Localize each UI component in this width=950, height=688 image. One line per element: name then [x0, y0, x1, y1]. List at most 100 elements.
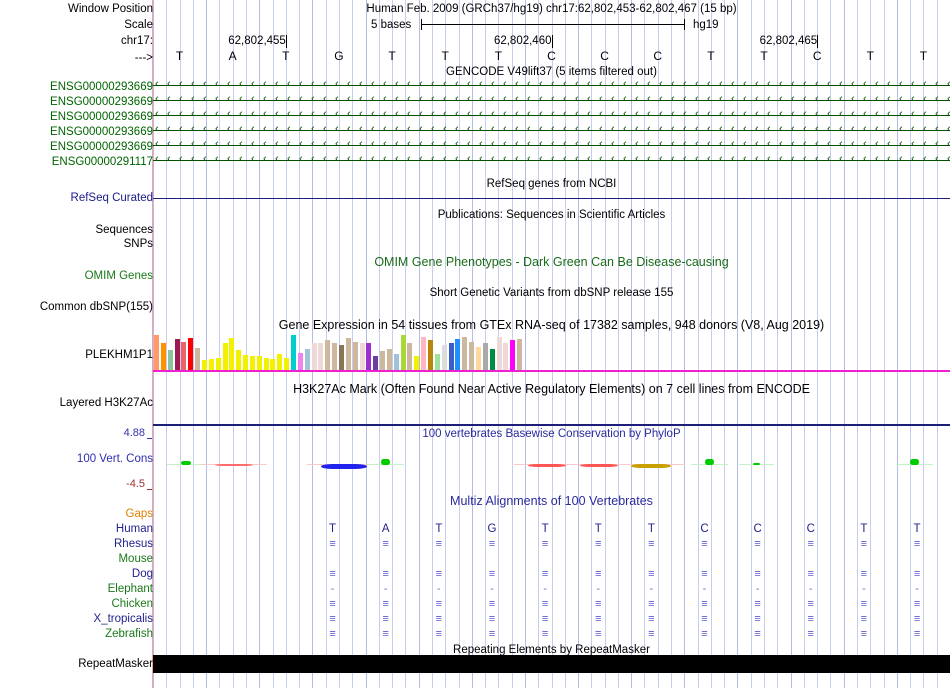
- gencode-gene-label[interactable]: ENSG00000293669: [50, 126, 153, 138]
- gtex-bar[interactable]: [366, 343, 372, 370]
- gtex-bar[interactable]: [407, 343, 413, 370]
- gtex-bar[interactable]: [298, 353, 304, 370]
- multiz-match: ≡: [860, 568, 868, 580]
- gtex-bar[interactable]: [270, 359, 276, 370]
- gtex-bar[interactable]: [250, 356, 256, 370]
- cons-axis-min: -4.5: [126, 478, 145, 490]
- cons-label[interactable]: 100 Vert. Cons: [76, 453, 153, 465]
- gtex-bar[interactable]: [236, 350, 242, 370]
- sequence-base: T: [707, 49, 715, 63]
- sequences-label[interactable]: Sequences: [95, 224, 153, 236]
- gtex-bar[interactable]: [490, 349, 496, 370]
- gtex-bar[interactable]: [360, 343, 366, 370]
- gtex-bar[interactable]: [154, 335, 160, 370]
- multiz-species-label[interactable]: Dog: [131, 568, 153, 580]
- gencode-transcript-row[interactable]: ‹ ‹ ‹ ‹ ‹ ‹ ‹ ‹ ‹ ‹ ‹ ‹ ‹ ‹ ‹ ‹ ‹ ‹ ‹ ‹ ‹ ‹ ‹ ‹ ‹ ‹ ‹ ‹ ‹ ‹ ‹ ‹ ‹ ‹ ‹ ‹ ‹ ‹ ‹ ‹…: [153, 95, 950, 106]
- cons-feature: [528, 464, 566, 467]
- omim-genes-label[interactable]: OMIM Genes: [84, 270, 153, 282]
- gtex-bar[interactable]: [195, 348, 201, 370]
- gtex-bar[interactable]: [346, 338, 352, 370]
- gtex-bar[interactable]: [503, 343, 509, 370]
- gtex-bar[interactable]: [229, 338, 235, 370]
- gtex-bar[interactable]: [332, 343, 338, 370]
- gencode-gene-label[interactable]: ENSG00000293669: [50, 141, 153, 153]
- gtex-bar[interactable]: [497, 337, 503, 370]
- multiz-match: ≡: [701, 613, 708, 625]
- gtex-bar[interactable]: [202, 360, 208, 370]
- multiz-species-label[interactable]: Mouse: [118, 553, 153, 565]
- multiz-base: C: [753, 523, 762, 535]
- gtex-bar[interactable]: [277, 354, 283, 370]
- gtex-bar[interactable]: [168, 350, 174, 370]
- cons-track-title: 100 vertebrates Basewise Conservation by…: [422, 428, 681, 440]
- multiz-base: T: [435, 523, 443, 535]
- multiz-species-label[interactable]: Chicken: [111, 598, 153, 610]
- gtex-bar[interactable]: [284, 358, 290, 370]
- gtex-bar[interactable]: [264, 358, 270, 370]
- multiz-match: ≡: [807, 628, 814, 640]
- layered-h3k27ac-label[interactable]: Layered H3K27Ac: [59, 397, 153, 409]
- multiz-species-label[interactable]: Zebrafish: [105, 628, 153, 640]
- repeatmasker-bar[interactable]: [153, 655, 950, 673]
- repeatmasker-label[interactable]: RepeatMasker: [78, 658, 153, 670]
- gencode-transcript-row[interactable]: ‹ ‹ ‹ ‹ ‹ ‹ ‹ ‹ ‹ ‹ ‹ ‹ ‹ ‹ ‹ ‹ ‹ ‹ ‹ ‹ ‹ ‹ ‹ ‹ ‹ ‹ ‹ ‹ ‹ ‹ ‹ ‹ ‹ ‹ ‹ ‹ ‹ ‹ ‹ ‹…: [153, 140, 950, 151]
- gtex-bar[interactable]: [401, 335, 407, 370]
- ruler-tick-mark-1: [552, 35, 553, 48]
- gtex-bar[interactable]: [209, 359, 215, 370]
- gtex-bar[interactable]: [257, 356, 263, 370]
- gtex-bar[interactable]: [414, 356, 420, 370]
- gencode-gene-label[interactable]: ENSG00000293669: [50, 96, 153, 108]
- gtex-bar[interactable]: [449, 343, 455, 370]
- gtex-bar[interactable]: [462, 337, 468, 370]
- gtex-bar[interactable]: [291, 335, 297, 370]
- gtex-track-title: Gene Expression in 54 tissues from GTEx …: [278, 318, 825, 332]
- gtex-bar[interactable]: [483, 343, 489, 370]
- gencode-transcript-row[interactable]: ‹ ‹ ‹ ‹ ‹ ‹ ‹ ‹ ‹ ‹ ‹ ‹ ‹ ‹ ‹ ‹ ‹ ‹ ‹ ‹ ‹ ‹ ‹ ‹ ‹ ‹ ‹ ‹ ‹ ‹ ‹ ‹ ‹ ‹ ‹ ‹ ‹ ‹ ‹ ‹…: [153, 80, 950, 91]
- gtex-bar[interactable]: [421, 337, 427, 370]
- multiz-species-label[interactable]: Rhesus: [114, 538, 153, 550]
- gencode-transcript-row[interactable]: ‹ ‹ ‹ ‹ ‹ ‹ ‹ ‹ ‹ ‹ ‹ ‹ ‹ ‹ ‹ ‹ ‹ ‹ ‹ ‹ ‹ ‹ ‹ ‹ ‹ ‹ ‹ ‹ ‹ ‹ ‹ ‹ ‹ ‹ ‹ ‹ ‹ ‹ ‹ ‹…: [153, 155, 950, 166]
- gtex-bar[interactable]: [305, 349, 311, 370]
- gtex-bar[interactable]: [188, 338, 194, 370]
- gtex-bar[interactable]: [325, 340, 331, 370]
- common-dbsnp-label[interactable]: Common dbSNP(155): [39, 301, 153, 313]
- gtex-bar[interactable]: [380, 351, 386, 370]
- gtex-gene-label[interactable]: PLEKHM1P1: [85, 349, 153, 361]
- multiz-match: ≡: [648, 538, 655, 550]
- gtex-bar[interactable]: [223, 343, 229, 370]
- gtex-bar[interactable]: [510, 340, 516, 370]
- gtex-bar[interactable]: [469, 342, 475, 370]
- gencode-gene-label[interactable]: ENSG00000293669: [50, 111, 153, 123]
- gtex-bar[interactable]: [435, 354, 441, 370]
- gtex-bar[interactable]: [353, 342, 359, 370]
- multiz-match: ≡: [595, 598, 602, 610]
- gtex-bar[interactable]: [442, 345, 448, 370]
- gtex-bar[interactable]: [476, 347, 482, 370]
- snps-label[interactable]: SNPs: [123, 238, 153, 250]
- multiz-species-label[interactable]: Elephant: [107, 583, 153, 595]
- gtex-bar[interactable]: [373, 356, 379, 370]
- gtex-bar[interactable]: [318, 343, 324, 370]
- multiz-species-label[interactable]: X_tropicalis: [93, 613, 153, 625]
- gtex-bar[interactable]: [216, 358, 222, 370]
- gtex-bar[interactable]: [339, 345, 345, 370]
- refseq-curated-label[interactable]: RefSeq Curated: [70, 192, 153, 204]
- gtex-bar[interactable]: [428, 340, 434, 370]
- multiz-match: ≡: [595, 628, 602, 640]
- gtex-bar[interactable]: [394, 354, 400, 370]
- gtex-bar[interactable]: [243, 355, 249, 370]
- gtex-bar[interactable]: [387, 349, 393, 370]
- gtex-bar[interactable]: [455, 339, 461, 370]
- gtex-bar[interactable]: [517, 339, 523, 370]
- gencode-gene-label[interactable]: ENSG00000293669: [50, 81, 153, 93]
- gencode-transcript-row[interactable]: ‹ ‹ ‹ ‹ ‹ ‹ ‹ ‹ ‹ ‹ ‹ ‹ ‹ ‹ ‹ ‹ ‹ ‹ ‹ ‹ ‹ ‹ ‹ ‹ ‹ ‹ ‹ ‹ ‹ ‹ ‹ ‹ ‹ ‹ ‹ ‹ ‹ ‹ ‹ ‹…: [153, 110, 950, 121]
- multiz-species-label[interactable]: Gaps: [125, 508, 154, 520]
- gencode-gene-label[interactable]: ENSG00000291117: [51, 156, 153, 168]
- gtex-bar[interactable]: [312, 343, 318, 370]
- multiz-species-label[interactable]: Human: [115, 523, 153, 535]
- gtex-bar[interactable]: [175, 339, 181, 370]
- gtex-bar[interactable]: [181, 342, 187, 370]
- gtex-bar[interactable]: [161, 343, 167, 370]
- gencode-transcript-row[interactable]: ‹ ‹ ‹ ‹ ‹ ‹ ‹ ‹ ‹ ‹ ‹ ‹ ‹ ‹ ‹ ‹ ‹ ‹ ‹ ‹ ‹ ‹ ‹ ‹ ‹ ‹ ‹ ‹ ‹ ‹ ‹ ‹ ‹ ‹ ‹ ‹ ‹ ‹ ‹ ‹…: [153, 125, 950, 136]
- sequence-base: C: [600, 49, 609, 63]
